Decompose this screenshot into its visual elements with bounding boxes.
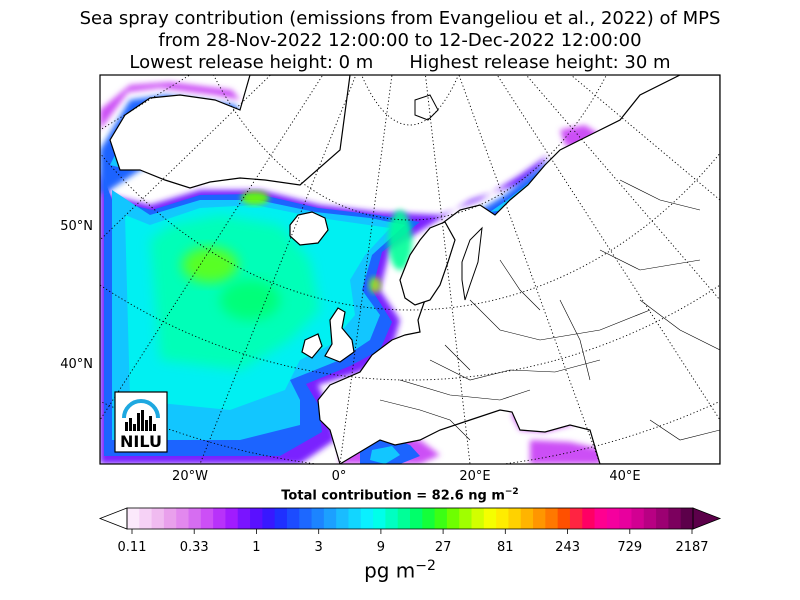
colorbar-tick-label: 9: [377, 540, 385, 555]
colorbar-segment: [188, 508, 202, 529]
colorbar-segment: [557, 508, 571, 529]
colorbar-segment: [533, 508, 546, 529]
colorbar-tick-label: 1: [252, 540, 260, 555]
colorbar-tick-label: 243: [555, 540, 580, 555]
colorbar-segment: [336, 508, 350, 529]
country-borders: [379, 179, 720, 441]
colorbar-segment: [176, 508, 190, 529]
lowest-release-height: Lowest release height: 0 m: [129, 52, 374, 73]
colorbar-segment: [250, 508, 263, 529]
colorbar-tick-label: 27: [435, 540, 452, 555]
colorbar-segment: [286, 508, 300, 529]
colorbar-segment: [311, 508, 325, 529]
colorbar-max-extension: [692, 507, 722, 530]
colorbar-segment: [151, 508, 165, 529]
colorbar-segment: [459, 508, 473, 529]
colorbar-min-extension: [98, 507, 128, 530]
colorbar-segment: [237, 508, 251, 529]
lat-labels: 50°N 40°N: [60, 219, 93, 372]
colorbar-tick-label: 2187: [675, 540, 708, 555]
nilu-logo: NILU: [114, 391, 168, 453]
lat-label-50n: 50°N: [60, 219, 93, 234]
colorbar-frame: [126, 507, 694, 530]
colorbar-segment: [656, 508, 669, 529]
title-line-1: Sea spray contribution (emissions from E…: [79, 8, 721, 29]
colorbar-segment: [213, 508, 227, 529]
title-line-2: from 28-Nov-2022 12:00:00 to 12-Dec-2022…: [158, 30, 642, 51]
colorbar-segment: [606, 508, 620, 529]
lon-label-0: 0°: [332, 469, 347, 484]
colorbar-tick-label: 3: [315, 540, 323, 555]
colorbar-segment: [508, 508, 522, 529]
colorbar-segment: [299, 508, 313, 529]
colorbar-segment: [200, 508, 214, 529]
lon-label-20w: 20°W: [172, 469, 208, 484]
colorbar: [98, 507, 722, 530]
colorbar-segment: [619, 508, 633, 529]
lon-label-40e: 40°E: [609, 469, 640, 484]
colorbar-segment: [360, 508, 374, 529]
colorbar-unit-label: pg m−2: [364, 558, 436, 583]
colorbar-segment: [446, 508, 460, 529]
colorbar-segment: [680, 508, 694, 529]
colorbar-segment: [422, 508, 436, 529]
colorbar-segment: [569, 508, 583, 529]
colorbar-segment: [410, 508, 423, 529]
colorbar-segment: [582, 508, 596, 529]
colorbar-tick-label: 81: [497, 540, 514, 555]
colorbar-segment: [594, 508, 608, 529]
colorbar-segment: [127, 508, 140, 529]
highest-release-height: Highest release height: 30 m: [409, 52, 671, 73]
colorbar-segment: [434, 508, 448, 529]
lat-label-40n: 40°N: [60, 357, 93, 372]
colorbar-ticks: 0.11 0.33 1 3 9 27 81 243 729 2187: [118, 529, 709, 555]
colorbar-segment: [483, 508, 497, 529]
nilu-logo-text: NILU: [120, 432, 162, 451]
colorbar-segment: [139, 508, 153, 529]
map-frame: [99, 74, 721, 465]
colorbar-segment: [262, 508, 276, 529]
colorbar-segment: [225, 508, 239, 529]
colorbar-segment: [385, 508, 399, 529]
colorbar-segment: [545, 508, 559, 529]
graticule: [100, 75, 720, 464]
colorbar-segment: [373, 508, 386, 529]
colorbar-segment: [496, 508, 510, 529]
concentration-field: [100, 82, 705, 464]
colorbar-tick-label: 0.33: [180, 540, 209, 555]
colorbar-segment: [323, 508, 337, 529]
colorbar-segment: [274, 508, 288, 529]
title-line-3: Lowest release height: 0 m Highest releas…: [0, 52, 800, 73]
colorbar-tick-label: 0.11: [118, 540, 147, 555]
colorbar-segment: [348, 508, 362, 529]
colorbar-segment: [631, 508, 645, 529]
map-area: [100, 75, 720, 464]
total-contribution: Total contribution = 82.6 ng m−2: [281, 487, 519, 504]
lon-label-20e: 20°E: [459, 469, 490, 484]
colorbar-segment: [163, 508, 177, 529]
colorbar-tick-label: 729: [617, 540, 642, 555]
colorbar-segment: [668, 508, 682, 529]
colorbar-segment: [643, 508, 657, 529]
colorbar-segment: [397, 508, 411, 529]
lon-labels: 20°W 0° 20°E 40°E: [172, 469, 641, 484]
colorbar-segment: [471, 508, 485, 529]
colorbar-segment: [520, 508, 534, 529]
